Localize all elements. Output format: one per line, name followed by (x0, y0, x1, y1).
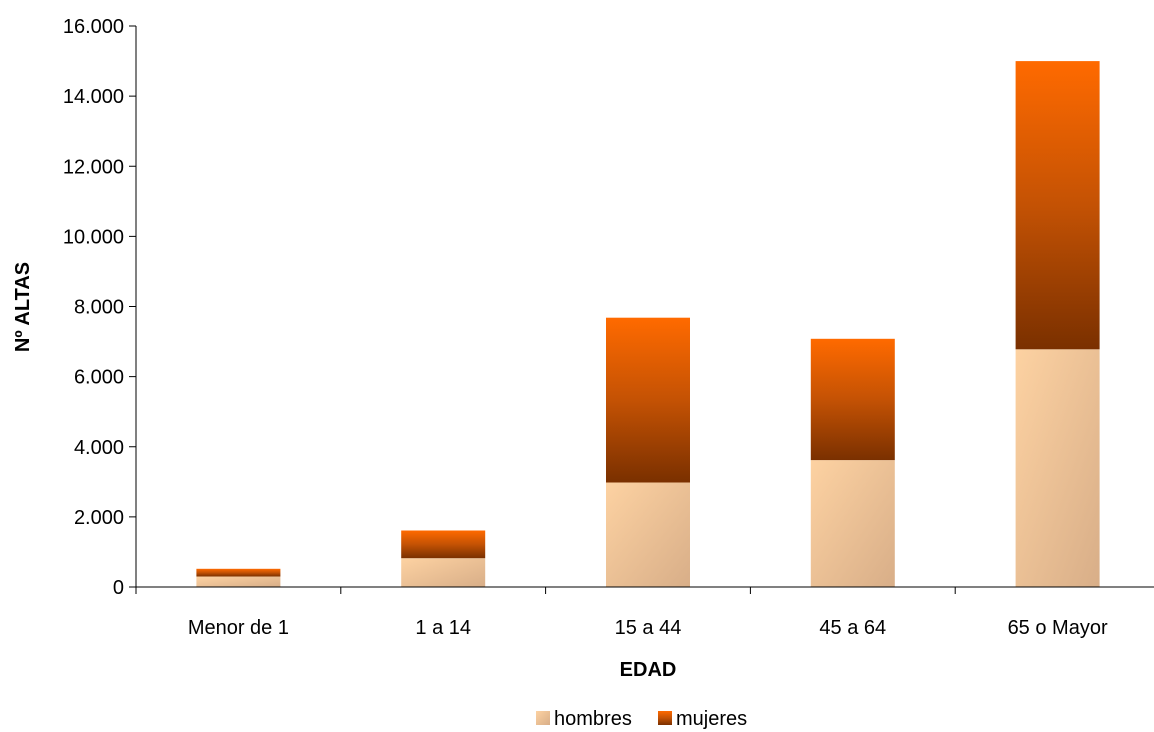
y-tick-label: 6.000 (74, 367, 124, 389)
bar-mujeres-3 (810, 338, 895, 461)
x-tick-label: Menor de 1 (188, 617, 289, 639)
x-tick-label: 65 o Mayor (1008, 617, 1108, 639)
bar-hombres-2 (606, 482, 690, 587)
legend-hombres-label: hombres (554, 708, 632, 730)
y-tick-label: 0 (113, 577, 124, 599)
x-axis-title: EDAD (620, 659, 677, 681)
bar-hombres-3 (810, 460, 895, 587)
legend-mujeres-label: mujeres (676, 708, 747, 730)
legend: hombres mujeres (536, 708, 747, 730)
bar-mujeres-4 (1015, 61, 1100, 350)
bar-hombres-4 (1015, 349, 1100, 587)
x-tick-label: 45 a 64 (819, 617, 886, 639)
bar-hombres-1 (401, 558, 486, 587)
y-tick-label: 12.000 (63, 156, 124, 178)
x-tick-label: 15 a 44 (615, 617, 682, 639)
y-tick-label: 4.000 (74, 437, 124, 459)
y-tick-label: 2.000 (74, 507, 124, 529)
y-tick-label: 10.000 (63, 226, 124, 248)
bar-mujeres-2 (606, 317, 690, 483)
legend-mujeres-swatch (658, 711, 672, 725)
y-axis-title: Nº ALTAS (12, 262, 34, 352)
y-tick-label: 16.000 (63, 16, 124, 38)
bar-mujeres-1 (401, 530, 486, 559)
bar-hombres-0 (196, 576, 281, 587)
y-tick-label: 14.000 (63, 86, 124, 108)
x-tick-label: 1 a 14 (415, 617, 471, 639)
bar-mujeres-0 (196, 568, 281, 577)
y-tick-label: 8.000 (74, 297, 124, 319)
legend-hombres-swatch (536, 711, 550, 725)
